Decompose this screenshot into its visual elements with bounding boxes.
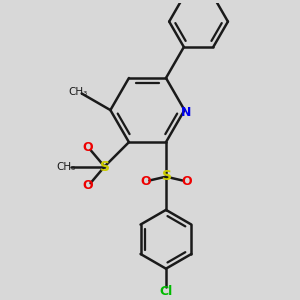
Text: O: O [181, 175, 192, 188]
Text: N: N [181, 106, 191, 118]
Text: S: S [162, 169, 172, 183]
Text: O: O [140, 175, 151, 188]
Text: CH₃: CH₃ [68, 87, 88, 97]
Text: O: O [82, 179, 93, 192]
Text: S: S [100, 160, 110, 174]
Text: Cl: Cl [159, 285, 172, 298]
Text: O: O [82, 141, 93, 154]
Text: CH₃: CH₃ [56, 162, 75, 172]
